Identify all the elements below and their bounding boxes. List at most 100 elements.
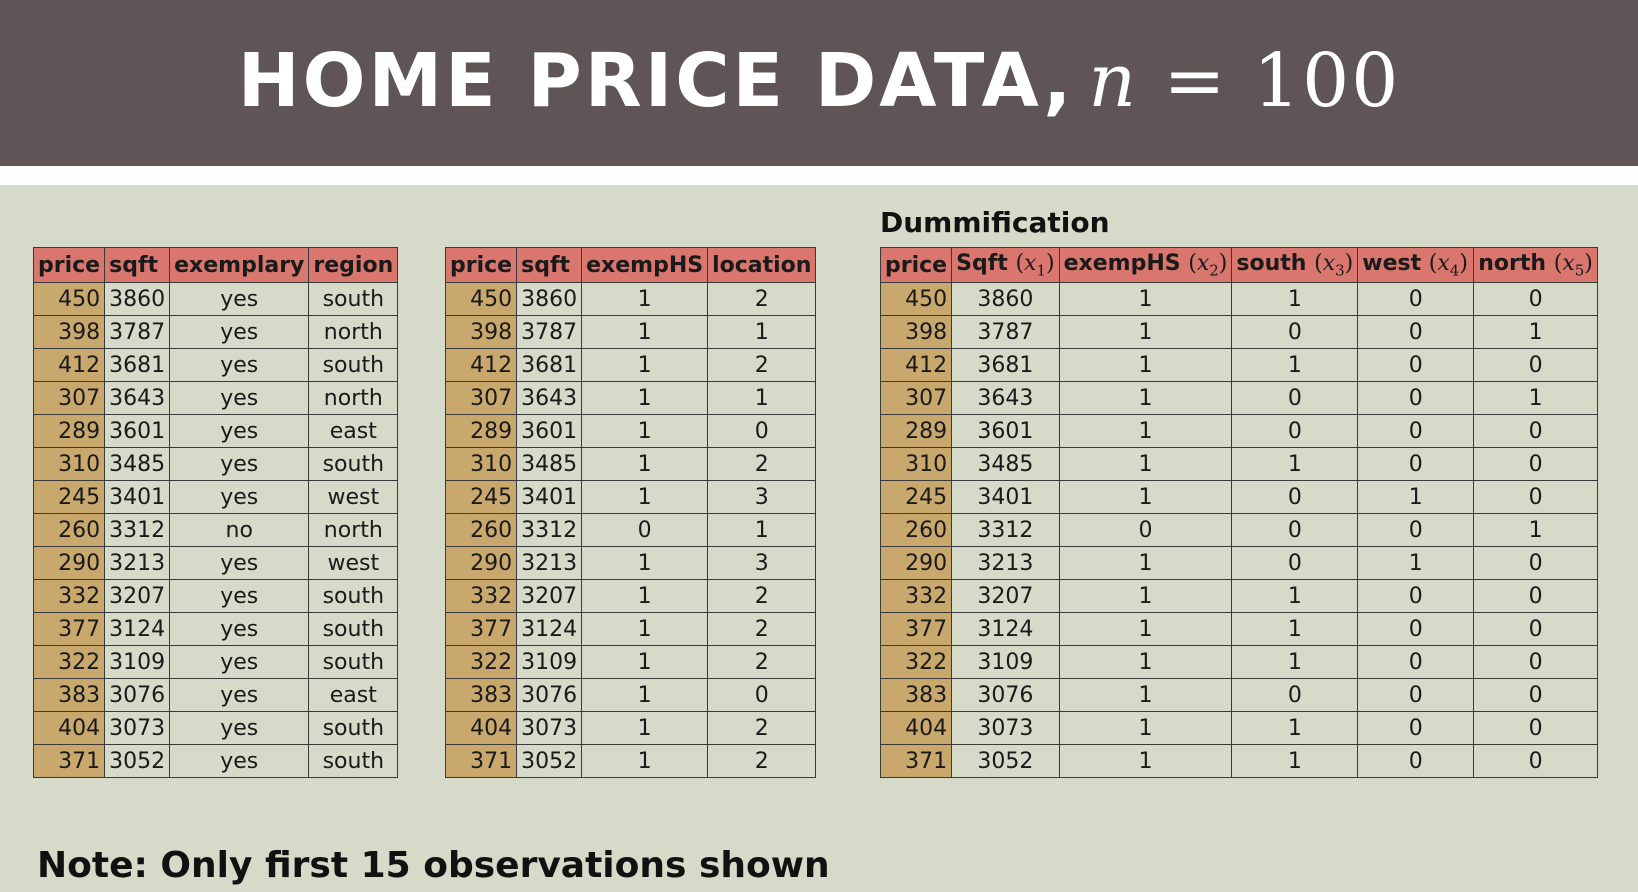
table-row: 404 3073 1 2 [444, 711, 817, 745]
column-variable: (x1) [1015, 250, 1055, 280]
table-cell: 3643 [951, 381, 1060, 415]
table-cell: 0 [707, 414, 817, 448]
table-cell: 3109 [516, 645, 583, 679]
table-row: 332 3207 1 1 0 0 [879, 579, 1598, 613]
table-row: 371 3052 1 2 [444, 744, 817, 778]
column-header-label: price [885, 252, 948, 278]
table-cell: 2 [707, 447, 817, 481]
table-cell: 0 [1473, 612, 1598, 646]
table-row: 290 3213 1 0 1 0 [879, 546, 1598, 580]
table-cell: 3860 [516, 282, 583, 316]
table-cell: 1 [1231, 612, 1359, 646]
table-cell: 3 [707, 546, 817, 580]
table-cell: 1 [581, 447, 709, 481]
table-cell: 1 [1473, 513, 1598, 547]
table-cell: 3643 [516, 381, 583, 415]
table-cell: north [308, 513, 399, 547]
table-cell: 1 [1231, 744, 1359, 778]
table-cell: 2 [707, 744, 817, 778]
price-cell: 371 [879, 744, 953, 778]
table-cell: 0 [1357, 447, 1475, 481]
table-row: 260 3312 no north [32, 513, 399, 547]
price-cell: 307 [32, 381, 106, 415]
table-cell: 3076 [104, 678, 171, 712]
table-row: 290 3213 yes west [32, 546, 399, 580]
column-header-label: Sqft [956, 250, 1016, 276]
table-cell: east [308, 678, 399, 712]
dummification-heading: Dummification [880, 206, 1110, 239]
table-cell: 3401 [104, 480, 171, 514]
table-cell: yes [169, 282, 310, 316]
table-cell: 0 [1231, 678, 1359, 712]
table-row: 322 3109 yes south [32, 645, 399, 679]
title-math: n = 100 [1088, 38, 1400, 124]
table-cell: 3052 [104, 744, 171, 778]
table-row: 322 3109 1 1 0 0 [879, 645, 1598, 679]
table-row: 289 3601 yes east [32, 414, 399, 448]
table-cell: 3109 [104, 645, 171, 679]
variable-subscript: 1 [1036, 261, 1047, 280]
table-cell: 3073 [516, 711, 583, 745]
table-row: 307 3643 1 1 [444, 381, 817, 415]
title-math-variable: n [1088, 38, 1138, 124]
table-cell: 1 [581, 612, 709, 646]
column-header: price [32, 247, 106, 283]
column-header: region [308, 247, 399, 283]
table-cell: 3207 [104, 579, 171, 613]
table-cell: 1 [707, 315, 817, 349]
table-cell: 1 [1058, 612, 1233, 646]
column-header-label: exempHS [1063, 250, 1189, 276]
table-cell: 1 [1058, 546, 1233, 580]
table-cell: 3124 [516, 612, 583, 646]
table-cell: west [308, 480, 399, 514]
column-header: west (x4) [1357, 247, 1475, 283]
table-cell: 0 [1473, 645, 1598, 679]
table-cell: yes [169, 744, 310, 778]
table-cell: 0 [1231, 315, 1359, 349]
table-row: 404 3073 1 1 0 0 [879, 711, 1598, 745]
column-header: Sqft (x1) [951, 247, 1060, 283]
table-row: 450 3860 1 2 [444, 282, 817, 316]
price-cell: 383 [32, 678, 106, 712]
price-cell: 450 [32, 282, 106, 316]
column-variable: (x4) [1428, 250, 1468, 280]
price-cell: 260 [879, 513, 953, 547]
table-cell: 0 [1357, 711, 1475, 745]
column-variable: (x3) [1314, 250, 1354, 280]
table-cell: 2 [707, 645, 817, 679]
price-cell: 332 [444, 579, 518, 613]
table-cell: 3485 [104, 447, 171, 481]
table-cell: 3787 [104, 315, 171, 349]
table-cell: north [308, 381, 399, 415]
variable-symbol: x [1437, 250, 1450, 276]
table-header-row: price sqft exempHS location [444, 247, 817, 283]
slide-content: price sqft exemplary region 450 3860 yes south… [0, 185, 1638, 892]
variable-symbol: x [1196, 250, 1210, 276]
table-header-row: price Sqft (x1) exempHS (x2) south (x3) west… [879, 247, 1598, 283]
table-cell: 0 [1473, 711, 1598, 745]
table-row: 307 3643 1 0 0 1 [879, 381, 1598, 415]
table-row: 310 3485 1 2 [444, 447, 817, 481]
table-cell: 1 [581, 645, 709, 679]
table-row: 371 3052 1 1 0 0 [879, 744, 1598, 778]
table-row: 245 3401 1 0 1 0 [879, 480, 1598, 514]
table-cell: 2 [707, 348, 817, 382]
table-cell: 0 [1357, 513, 1475, 547]
column-header: sqft [516, 247, 583, 283]
price-cell: 412 [444, 348, 518, 382]
table-cell: 3052 [951, 744, 1060, 778]
table-cell: south [308, 579, 399, 613]
table-row: 310 3485 1 1 0 0 [879, 447, 1598, 481]
table-cell: 1 [1058, 447, 1233, 481]
table-cell: 1 [581, 315, 709, 349]
table-cell: 1 [1231, 447, 1359, 481]
table-cell: north [308, 315, 399, 349]
table-cell: 3312 [516, 513, 583, 547]
table-cell: south [308, 447, 399, 481]
table-cell: 3485 [951, 447, 1060, 481]
table-cell: south [308, 612, 399, 646]
table-row: 322 3109 1 2 [444, 645, 817, 679]
title-text: HOME PRICE DATA, [237, 38, 1075, 124]
table-row: 310 3485 yes south [32, 447, 399, 481]
table-row: 398 3787 1 0 0 1 [879, 315, 1598, 349]
